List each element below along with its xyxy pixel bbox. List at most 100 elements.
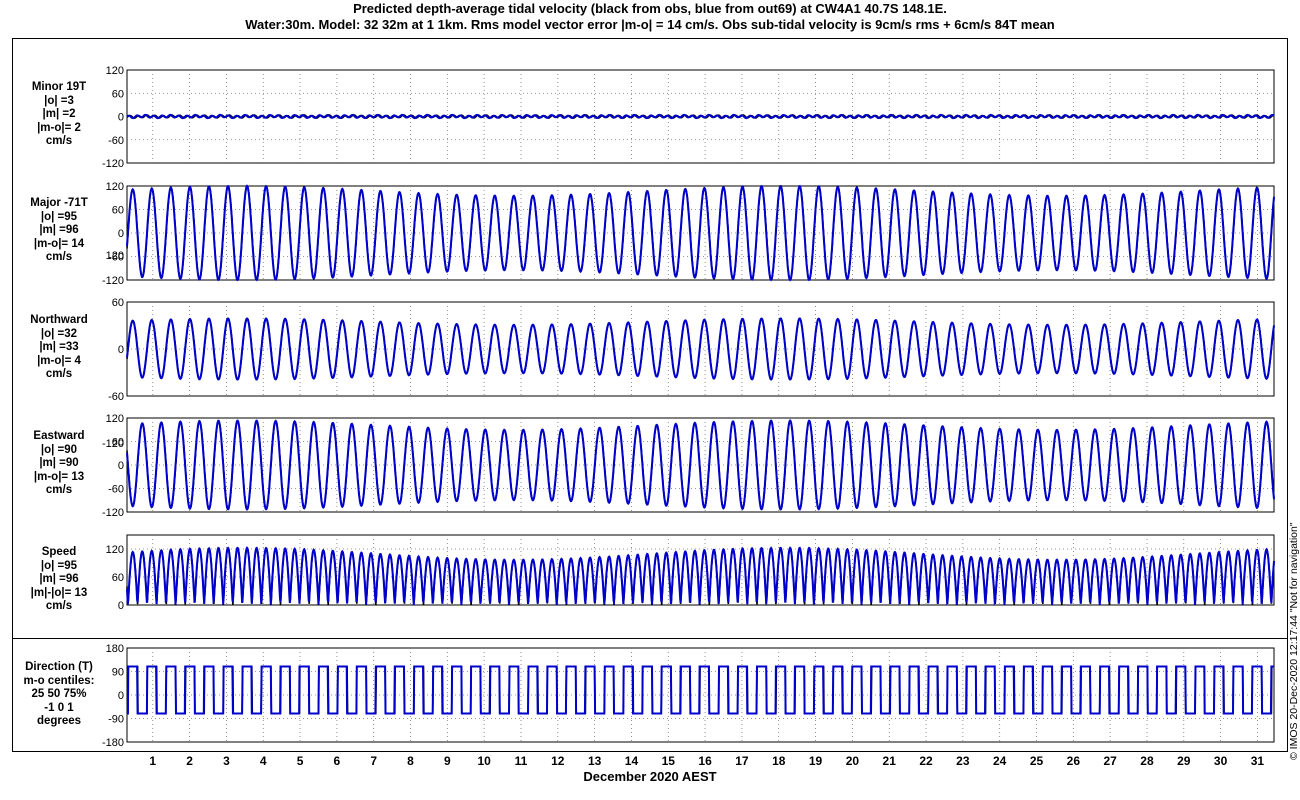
y-tick-label: 120	[106, 181, 124, 193]
chart-title-line1: Predicted depth-average tidal velocity (…	[353, 1, 947, 16]
x-tick-label: 30	[1214, 754, 1228, 768]
stat-line: |m| =33	[39, 341, 79, 353]
y-tick-label: -120	[102, 275, 124, 287]
stat-line: cm/s	[45, 484, 73, 496]
y-tick-label: 120	[106, 544, 124, 556]
panel-north: -120 -60 0 60 120	[102, 250, 1275, 450]
northward-stats: Northward |o| =32 |m| =33 |m-o|= 4 cm/s	[14, 314, 104, 382]
y-tick-label: 60	[112, 572, 124, 584]
major-axis-stats: Major -71T |o| =95 |m| =96 |m-o|= 14 cm/…	[14, 197, 104, 265]
x-tick-label: 24	[993, 754, 1007, 768]
stat-line: |m-o|= 2	[37, 121, 81, 134]
stat-line: Speed	[41, 546, 77, 558]
x-tick-label: 27	[1103, 754, 1117, 768]
x-tick-label: 28	[1140, 754, 1154, 768]
model-series-line	[126, 113, 1275, 120]
x-tick-label: 6	[334, 754, 341, 768]
stat-line: |m| =96	[39, 224, 79, 236]
y-tick-label: 0	[118, 600, 124, 612]
stat-line: |m|-|o|= 13	[30, 586, 88, 599]
x-tick-label: 23	[956, 754, 970, 768]
model-series-line	[126, 419, 1275, 511]
panel-speed: 0 60 120	[106, 534, 1275, 612]
figure-frame	[12, 38, 1288, 752]
panel-east: -120 -60 0 60 120	[102, 413, 1275, 519]
y-tick-label: 0	[118, 228, 124, 240]
speed-stats: Speed |o| =95 |m| =96 |m|-|o|= 13 cm/s	[14, 546, 104, 614]
y-tick-label: 180	[106, 643, 124, 655]
x-tick-label: 16	[698, 754, 712, 768]
panel-minor: -120 -60 0 60 120	[102, 65, 1275, 170]
panel-direction: -180 -90 0 90 180	[102, 643, 1275, 749]
y-tick-label: 0	[118, 112, 124, 124]
y-tick-label: -60	[108, 135, 124, 147]
stat-line: |m| =90	[39, 457, 79, 469]
stat-line: |m| =96	[39, 573, 79, 585]
stat-line: cm/s	[45, 600, 73, 612]
stat-line: |m-o|= 4	[37, 354, 81, 367]
y-tick-label: -120	[102, 507, 124, 519]
stat-line: |o| =90	[40, 443, 78, 456]
panel-major: -120 -60 0 60 120	[102, 181, 1275, 287]
stat-line: |o| =95	[40, 559, 78, 572]
x-tick-label: 2	[186, 754, 193, 768]
x-tick-label: 29	[1177, 754, 1191, 768]
stat-line: |m-o|= 13	[33, 470, 85, 483]
y-tick-label: 0	[118, 344, 124, 356]
stat-line: cm/s	[45, 251, 73, 263]
stat-line: Minor 19T	[31, 81, 87, 93]
x-tick-label: 19	[809, 754, 823, 768]
x-tick-label: 12	[551, 754, 565, 768]
x-tick-label: 3	[223, 754, 230, 768]
stat-line: Major -71T	[30, 197, 88, 209]
stat-line: |m-o|= 14	[33, 237, 85, 250]
y-tick-label: -120	[102, 438, 124, 450]
x-tick-label: 4	[260, 754, 267, 768]
y-tick-label: 60	[112, 437, 124, 449]
x-tick-label: 10	[477, 754, 491, 768]
stat-line: |o| =3	[44, 94, 74, 107]
y-tick-label: 120	[106, 250, 124, 262]
x-tick-label: 31	[1251, 754, 1265, 768]
x-tick-label: 7	[370, 754, 377, 768]
copyright-stamp: © IMOS 20-Dec-2020 12:17:44 "Not for nav…	[1288, 522, 1300, 760]
model-series-line	[126, 665, 1274, 715]
minor-axis-stats: Minor 19T |o| =3 |m| =2 |m-o|= 2 cm/s	[14, 81, 104, 149]
x-tick-label: 21	[883, 754, 897, 768]
stat-line: |o| =95	[40, 210, 78, 223]
y-tick-label: 90	[112, 667, 124, 679]
y-tick-label: 120	[106, 65, 124, 77]
stat-line: degrees	[36, 715, 82, 727]
x-tick-label: 13	[588, 754, 602, 768]
plot-area: -120-60060120-120-60060120-120-60060120-…	[12, 65, 1288, 768]
y-tick-label: -60	[108, 252, 124, 264]
stat-line: |o| =32	[40, 327, 78, 340]
y-tick-label: -90	[108, 714, 124, 726]
x-tick-label: 15	[662, 754, 676, 768]
stat-line: Northward	[30, 314, 88, 326]
stat-line: -1 0 1	[44, 701, 74, 714]
x-tick-label: 8	[407, 754, 414, 768]
stat-line: Eastward	[33, 430, 85, 442]
y-tick-label: -60	[108, 391, 124, 403]
y-tick-label: -60	[108, 484, 124, 496]
eastward-stats: Eastward |o| =90 |m| =90 |m-o|= 13 cm/s	[14, 430, 104, 498]
x-tick-label: 20	[846, 754, 860, 768]
direction-stats: Direction (T) m-o centiles: 25 50 75% -1…	[14, 661, 104, 729]
x-tick-label: 18	[772, 754, 786, 768]
x-tick-label: 25	[1030, 754, 1044, 768]
stat-line: cm/s	[45, 135, 73, 147]
x-tick-label: 14	[625, 754, 639, 768]
y-tick-label: 0	[118, 690, 124, 702]
x-tick-label: 5	[297, 754, 304, 768]
model-series-line	[126, 317, 1275, 381]
y-tick-label: -180	[102, 737, 124, 749]
model-series-line	[126, 184, 1275, 282]
model-series-line	[126, 546, 1275, 606]
stat-line: 25 50 75%	[31, 688, 87, 700]
x-tick-label: 9	[444, 754, 451, 768]
x-axis-label: December 2020 AEST	[583, 769, 717, 784]
y-tick-label: 0	[118, 460, 124, 472]
stat-line: m-o centiles:	[23, 674, 95, 687]
stat-line: |m| =2	[42, 108, 76, 120]
